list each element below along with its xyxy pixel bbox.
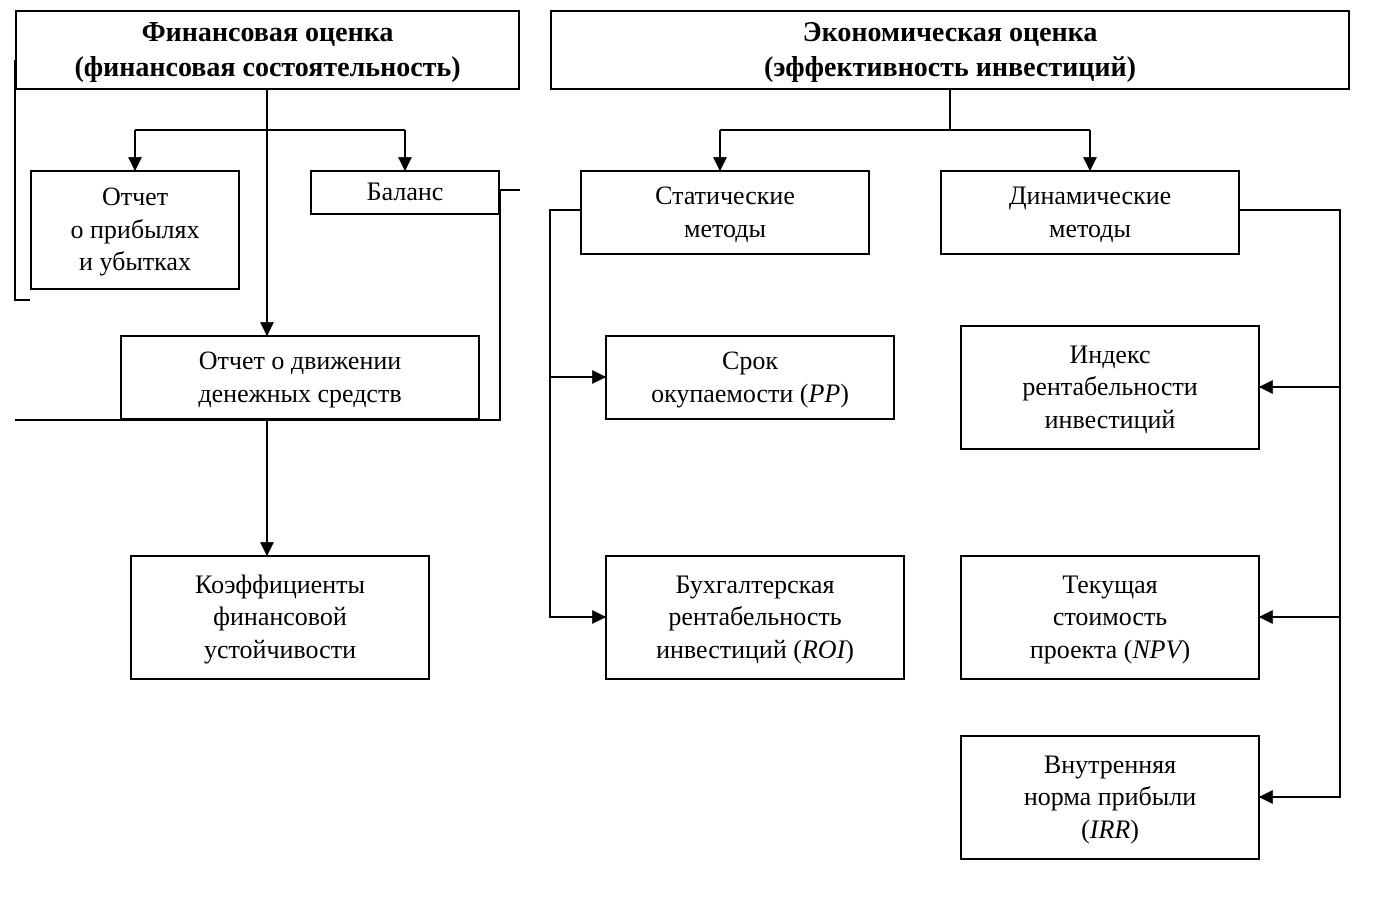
static-methods-label: Статическиеметоды (655, 180, 795, 245)
diagram-canvas: Финансовая оценка(финансовая состоятельн… (0, 0, 1387, 900)
balance-label: Баланс (367, 176, 444, 209)
dynamic-methods-label: Динамическиеметоды (1009, 180, 1171, 245)
profit-loss-report-label: Отчето прибыляхи убытках (71, 181, 200, 279)
financial-assessment-header: Финансовая оценка(финансовая состоятельн… (15, 10, 520, 90)
payback-period-label: Срококупаемости (PP) (651, 345, 849, 410)
balance-node: Баланс (310, 170, 500, 215)
economic-assessment-header: Экономическая оценка(эффективность инвес… (550, 10, 1350, 90)
financial-stability-coeffs-label: Коэффициентыфинансовойустойчивости (195, 569, 365, 667)
npv-node: Текущаястоимостьпроекта (NPV) (960, 555, 1260, 680)
static-methods-node: Статическиеметоды (580, 170, 870, 255)
dynamic-methods-node: Динамическиеметоды (940, 170, 1240, 255)
roi-node: Бухгалтерскаярентабельностьинвестиций (R… (605, 555, 905, 680)
irr-node: Внутренняянорма прибыли(IRR) (960, 735, 1260, 860)
irr-label: Внутренняянорма прибыли(IRR) (1024, 749, 1196, 847)
cashflow-report-label: Отчет о движенииденежных средств (198, 345, 401, 410)
profit-loss-report-node: Отчето прибыляхи убытках (30, 170, 240, 290)
cashflow-report-node: Отчет о движенииденежных средств (120, 335, 480, 420)
roi-label: Бухгалтерскаярентабельностьинвестиций (R… (656, 569, 854, 667)
financial-stability-coeffs-node: Коэффициентыфинансовойустойчивости (130, 555, 430, 680)
profitability-index-label: Индексрентабельностиинвестиций (1022, 339, 1197, 437)
profitability-index-node: Индексрентабельностиинвестиций (960, 325, 1260, 450)
economic-assessment-header-label: Экономическая оценка(эффективность инвес… (764, 15, 1136, 85)
npv-label: Текущаястоимостьпроекта (NPV) (1030, 569, 1190, 667)
financial-assessment-header-label: Финансовая оценка(финансовая состоятельн… (74, 15, 460, 85)
payback-period-node: Срококупаемости (PP) (605, 335, 895, 420)
